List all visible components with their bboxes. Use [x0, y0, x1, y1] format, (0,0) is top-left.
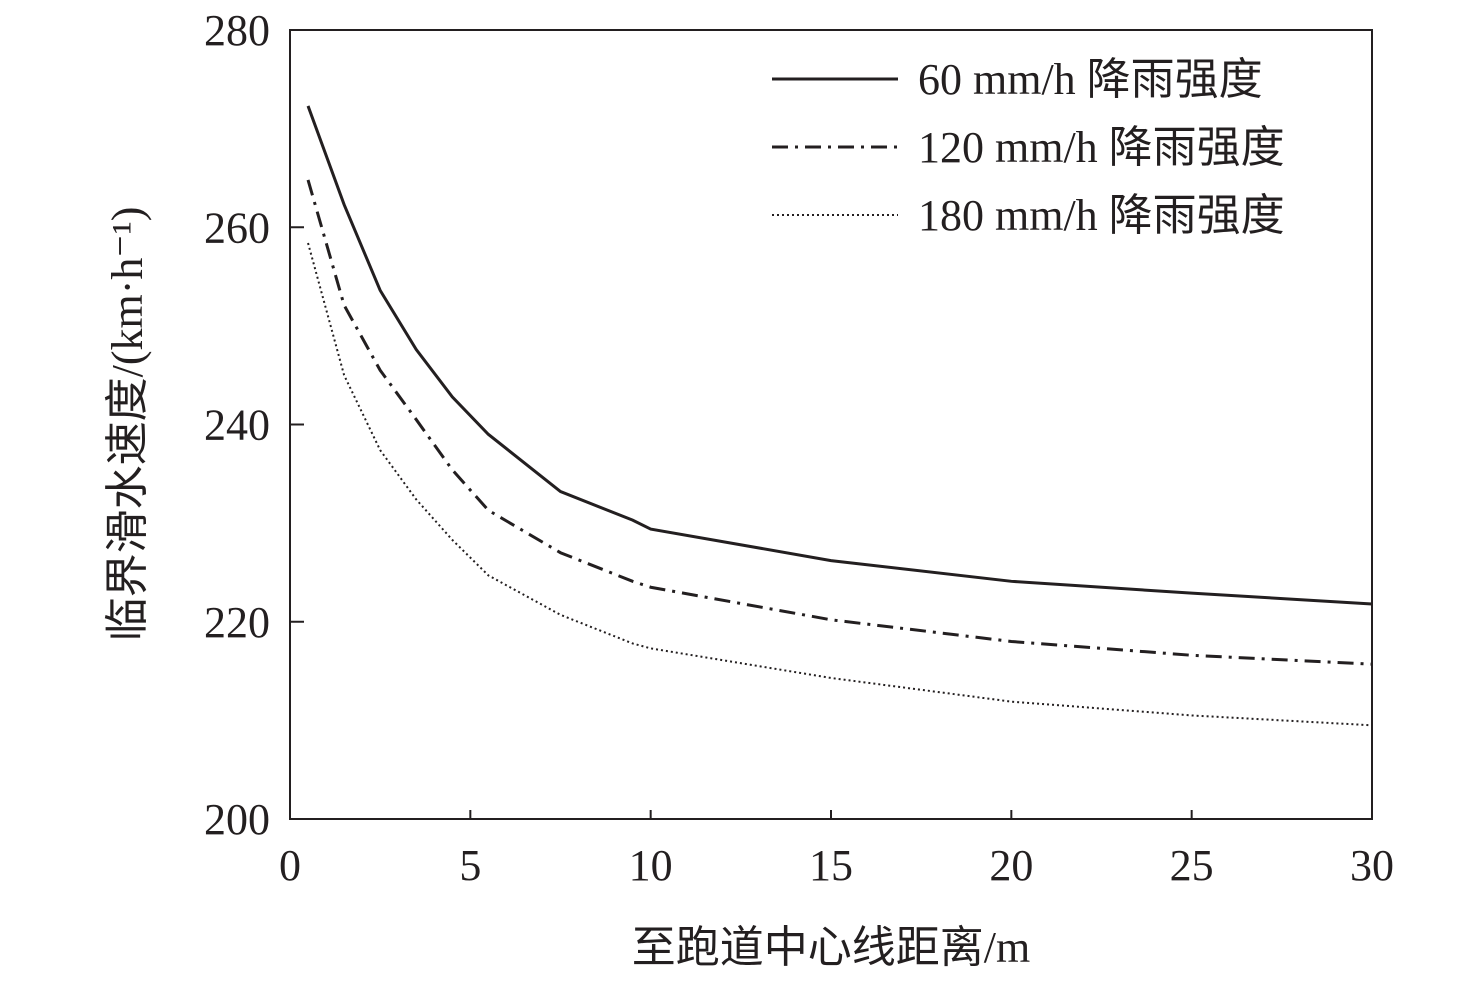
y-axis-label: 临界滑水速度/(km·h⁻¹) — [103, 207, 152, 642]
x-tick-label: 20 — [989, 841, 1033, 890]
legend: 60 mm/h 降雨强度 120 mm/h 降雨强度 180 mm/h 降雨强度 — [772, 55, 1285, 240]
y-tick-label: 200 — [204, 795, 270, 844]
x-tick-label: 5 — [459, 841, 481, 890]
x-tick-label: 15 — [809, 841, 853, 890]
y-tick-label: 260 — [204, 203, 270, 252]
x-tick-label: 10 — [629, 841, 673, 890]
y-tick-label: 220 — [204, 598, 270, 647]
y-tick-label: 280 — [204, 6, 270, 55]
x-tick-label: 25 — [1170, 841, 1214, 890]
y-tick-label: 240 — [204, 401, 270, 450]
series-line-1 — [306, 105, 1373, 606]
x-tick-label: 0 — [279, 841, 301, 890]
series-line-2 — [306, 179, 1373, 666]
x-axis-label: 至跑道中心线距离/m — [632, 923, 1030, 972]
legend-label-2: 120 mm/h 降雨强度 — [918, 123, 1285, 172]
legend-label-3: 180 mm/h 降雨强度 — [918, 191, 1285, 240]
x-tick-label: 30 — [1350, 841, 1394, 890]
legend-label-1: 60 mm/h 降雨强度 — [918, 55, 1263, 104]
series-line-3 — [307, 242, 1373, 727]
